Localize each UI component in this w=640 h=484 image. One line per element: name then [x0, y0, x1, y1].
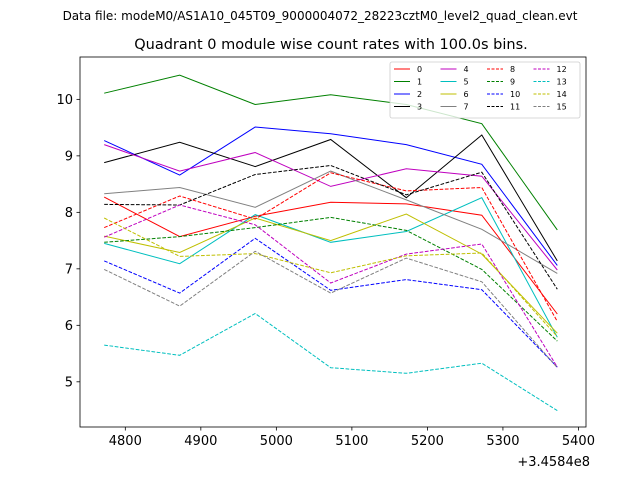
x-tick-label: 4800 — [109, 434, 142, 449]
legend-label: 15 — [557, 103, 567, 112]
legend-label: 6 — [464, 90, 469, 99]
axes-frame — [79, 56, 587, 428]
series-line-1 — [104, 74, 558, 231]
legend-label: 14 — [557, 90, 567, 99]
legend-label: 0 — [417, 65, 422, 74]
legend-frame — [389, 61, 581, 119]
legend-entry-6: 6 — [440, 90, 469, 99]
y-tick-label: 8 — [65, 206, 73, 221]
legend-entry-14: 14 — [533, 90, 567, 99]
legend-entry-12: 12 — [533, 65, 567, 74]
series-line-10 — [104, 237, 558, 368]
series-line-15 — [103, 250, 558, 369]
series-line-6 — [104, 213, 558, 334]
series-line-11 — [104, 164, 558, 290]
y-tick-label: 9 — [65, 149, 73, 164]
series-line-8 — [104, 172, 558, 322]
legend-entry-4: 4 — [440, 65, 469, 74]
legend-label: 10 — [510, 90, 520, 99]
legend-label: 8 — [510, 65, 515, 74]
legend-label: 1 — [417, 78, 422, 87]
y-tick-label: 5 — [65, 375, 73, 390]
legend-entry-7: 7 — [440, 103, 469, 112]
legend-label: 4 — [464, 65, 469, 74]
x-tick-label: 5400 — [562, 434, 595, 449]
series-line-4 — [104, 144, 558, 271]
x-tick-label: 5300 — [486, 434, 519, 449]
legend-entry-11: 11 — [487, 103, 520, 112]
legend-entry-5: 5 — [440, 78, 469, 87]
x-tick-label: 5100 — [335, 434, 368, 449]
legend-label: 9 — [510, 78, 515, 87]
x-tick-label: 5000 — [260, 434, 293, 449]
legend-label: 11 — [510, 103, 520, 112]
legend-entry-2: 2 — [394, 90, 422, 99]
series-line-7 — [104, 170, 558, 274]
x-axis-offset-label: +3.4584e8 — [517, 455, 590, 470]
legend-entry-0: 0 — [394, 65, 422, 74]
y-tick-label: 6 — [65, 319, 73, 334]
series-line-9 — [104, 216, 558, 342]
series-line-5 — [104, 197, 558, 338]
series-line-12 — [104, 204, 558, 368]
y-tick-label: 10 — [56, 93, 73, 108]
series-layer — [103, 74, 558, 412]
legend-label: 7 — [464, 103, 469, 112]
series-line-3 — [104, 134, 558, 262]
legend-label: 12 — [557, 65, 567, 74]
x-tick-label: 4900 — [184, 434, 217, 449]
chart-title: Quadrant 0 module wise count rates with … — [134, 37, 528, 53]
legend-label: 2 — [417, 90, 422, 99]
legend-label: 5 — [464, 78, 469, 87]
series-line-2 — [103, 126, 558, 266]
legend-entry-13: 13 — [533, 78, 567, 87]
y-tick-label: 7 — [65, 262, 73, 277]
suptitle: Data file: modeM0/AS1A10_045T09_90000040… — [63, 9, 578, 23]
legend-entry-15: 15 — [533, 103, 567, 112]
legend-entry-3: 3 — [394, 103, 422, 112]
x-tick-label: 5200 — [411, 434, 444, 449]
legend-entry-9: 9 — [487, 78, 515, 87]
legend-entry-10: 10 — [487, 90, 520, 99]
legend-label: 3 — [417, 103, 422, 112]
legend-label: 13 — [557, 78, 567, 87]
legend-entry-1: 1 — [394, 78, 422, 87]
legend-entry-8: 8 — [487, 65, 515, 74]
series-line-14 — [103, 217, 558, 337]
series-line-13 — [104, 312, 558, 412]
